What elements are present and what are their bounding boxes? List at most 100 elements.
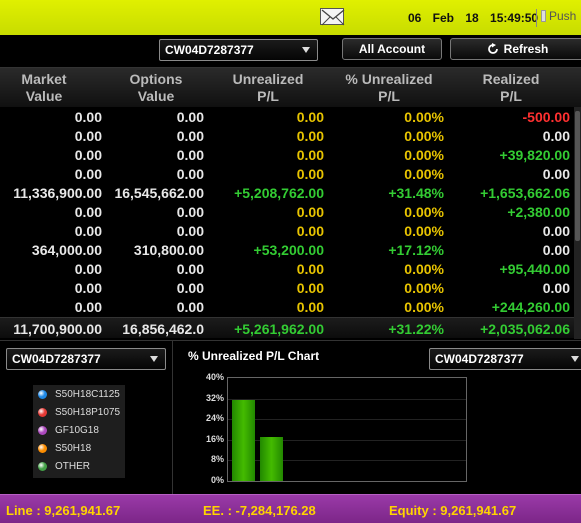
table-row[interactable]: 0.00 0.00 0.00 0.00% +244,260.00 (0, 297, 574, 316)
y-tick-label: 32% (205, 392, 224, 403)
chart-panel: % Unrealized P/L Chart CW04D7287377 0% 8%… (174, 341, 581, 495)
cell-realized-pl: +95,440.00 (499, 261, 570, 277)
account-select-value: CW04D7287377 (165, 43, 254, 57)
gridline (228, 419, 466, 421)
y-tick-label: 8% (210, 454, 224, 465)
cell-unrealized-pl: +5,208,762.00 (234, 185, 324, 201)
table-row[interactable]: 0.00 0.00 0.00 0.00% +39,820.00 (0, 145, 574, 164)
legend-color-icon (38, 426, 47, 435)
cell-unrealized-pl: 0.00 (296, 280, 324, 296)
legend-color-icon (38, 444, 47, 453)
equity-value: Equity : 9,261,941.67 (389, 503, 517, 518)
cell-pct-unrealized-pl: 0.00% (404, 223, 444, 239)
cell-unrealized-pl: +53,200.00 (253, 242, 324, 258)
table-row[interactable]: 11,336,900.00 16,545,662.00 +5,208,762.00 +… (0, 183, 574, 202)
table-row[interactable]: 0.00 0.00 0.00 0.00% +2,380.00 (0, 202, 574, 221)
cell-unrealized-pl: 0.00 (296, 299, 324, 315)
cell-pct-unrealized-pl: 0.00% (404, 128, 444, 144)
chart-bar[interactable] (260, 436, 283, 481)
y-tick-label: 24% (205, 413, 224, 424)
cell-options-value: 0.00 (176, 166, 204, 182)
cell-realized-pl: 0.00 (542, 280, 570, 296)
account-summary-bar: Line : 9,261,941.67 EE. : -7,284,176.28 … (0, 494, 581, 523)
legend-panel: CW04D7287377 S50H18C1125 S50H18P1075 GF10G… (0, 341, 173, 495)
push-toggle-icon (541, 10, 546, 22)
table-scrollbar[interactable] (574, 107, 581, 339)
cell-unrealized-pl: 0.00 (296, 204, 324, 220)
scrollbar-thumb[interactable] (575, 111, 580, 241)
cell-options-value: 0.00 (176, 109, 204, 125)
legend-account-select-value: CW04D7287377 (12, 352, 101, 366)
legend-label: GF10G18 (55, 425, 99, 436)
refresh-label: Refresh (503, 42, 549, 56)
header-market-value[interactable]: Market Value (21, 71, 67, 104)
all-account-button[interactable]: All Account (342, 38, 442, 60)
legend-item: S50H18 (33, 439, 125, 457)
cell-options-value: 310,800.00 (133, 242, 204, 258)
chevron-down-icon (302, 47, 310, 53)
table-row[interactable]: 0.00 0.00 0.00 0.00% 0.00 (0, 164, 574, 183)
table-row[interactable]: 364,000.00 310,800.00 +53,200.00 +17.12% 0.0… (0, 240, 574, 259)
table-row[interactable]: 0.00 0.00 0.00 0.00% 0.00 (0, 221, 574, 240)
gridline (228, 460, 466, 462)
total-row: 11,700,900.00 16,856,462.0 +5,261,962.00 +3… (0, 317, 574, 338)
ee-value: EE. : -7,284,176.28 (203, 503, 316, 518)
cell-realized-pl: +39,820.00 (499, 147, 570, 163)
cell-realized-pl: 0.00 (542, 166, 570, 182)
y-tick-label: 0% (210, 475, 224, 485)
table-header: Market Value Options Value Unrealized P/L %… (0, 67, 581, 107)
chevron-down-icon (571, 356, 579, 362)
cell-market-value: 0.00 (74, 223, 102, 239)
cell-realized-pl: +244,260.00 (491, 299, 570, 315)
legend-color-icon (38, 462, 47, 471)
cell-realized-pl: 0.00 (542, 128, 570, 144)
cell-market-value: 0.00 (74, 147, 102, 163)
chart-account-select[interactable]: CW04D7287377 (429, 348, 581, 370)
chevron-down-icon (150, 356, 158, 362)
cell-options-value: 0.00 (176, 299, 204, 315)
controls-bar: CW04D7287377 All Account Refresh (0, 35, 581, 67)
cell-options-value: 16,545,662.00 (114, 185, 204, 201)
cell-unrealized-pl: 0.00 (296, 223, 324, 239)
table-row[interactable]: 0.00 0.00 0.00 0.00% +95,440.00 (0, 259, 574, 278)
cell-options-value: 0.00 (176, 223, 204, 239)
total-unrealized-pl: +5,261,962.00 (234, 321, 324, 337)
table-row[interactable]: 0.00 0.00 0.00 0.00% -500.00 (0, 107, 574, 126)
chart-plot-area (227, 377, 467, 482)
header-unrealized-pl[interactable]: Unrealized P/L (232, 71, 304, 104)
cell-pct-unrealized-pl: 0.00% (404, 299, 444, 315)
table-row[interactable]: 0.00 0.00 0.00 0.00% 0.00 (0, 126, 574, 145)
cell-pct-unrealized-pl: 0.00% (404, 280, 444, 296)
cell-options-value: 0.00 (176, 128, 204, 144)
top-bar: 06 Feb 18 15:49:50 Push (0, 0, 581, 35)
chart-title: % Unrealized P/L Chart (188, 349, 320, 363)
cell-pct-unrealized-pl: 0.00% (404, 166, 444, 182)
time-text: 15:49:50 (490, 11, 539, 25)
cell-pct-unrealized-pl: 0.00% (404, 204, 444, 220)
header-pct-unrealized-pl[interactable]: % Unrealized P/L (345, 71, 433, 104)
push-button[interactable]: Push (536, 9, 581, 27)
cell-options-value: 0.00 (176, 147, 204, 163)
legend-item: S50H18C1125 (33, 385, 125, 403)
refresh-icon (487, 43, 498, 54)
account-select[interactable]: CW04D7287377 (159, 39, 318, 61)
cell-realized-pl: -500.00 (522, 109, 570, 125)
total-market-value: 11,700,900.00 (13, 321, 102, 337)
cell-market-value: 0.00 (74, 261, 102, 277)
legend-account-select[interactable]: CW04D7287377 (6, 348, 166, 370)
total-options-value: 16,856,462.0 (122, 321, 204, 337)
header-options-value[interactable]: Options Value (129, 71, 183, 104)
cell-market-value: 11,336,900.00 (13, 185, 102, 201)
table-row[interactable]: 0.00 0.00 0.00 0.00% 0.00 (0, 278, 574, 297)
cell-market-value: 0.00 (74, 280, 102, 296)
mail-icon[interactable] (320, 8, 345, 26)
legend-item: OTHER (33, 457, 125, 475)
cell-realized-pl: +1,653,662.06 (480, 185, 570, 201)
cell-options-value: 0.00 (176, 261, 204, 277)
datetime: 06 Feb 18 15:49:50 (408, 11, 538, 25)
refresh-button[interactable]: Refresh (450, 38, 581, 60)
cell-market-value: 0.00 (74, 204, 102, 220)
header-realized-pl[interactable]: Realized P/L (482, 71, 540, 104)
chart-bar[interactable] (232, 399, 255, 481)
push-label: Push (549, 9, 577, 23)
